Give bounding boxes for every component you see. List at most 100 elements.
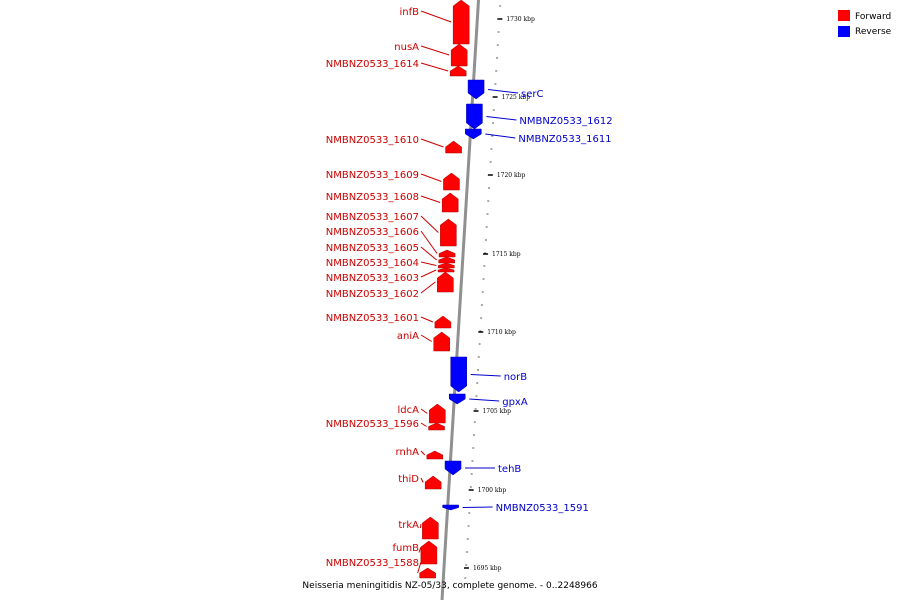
forward-gene-label[interactable]: NMBNZ0533_1606: [326, 227, 419, 238]
forward-gene-nmbnz0533-1602[interactable]: [437, 271, 454, 293]
forward-gene-label[interactable]: NMBNZ0533_1602: [326, 289, 419, 300]
forward-gene-label[interactable]: NMBNZ0533_1609: [326, 170, 419, 181]
reverse-gene-serc[interactable]: [467, 79, 485, 100]
reverse-gene-nmbnz0533-1591[interactable]: [442, 504, 459, 511]
forward-gene-rnha[interactable]: [426, 450, 444, 460]
forward-gene-thid[interactable]: [424, 475, 442, 490]
forward-gene-nmbnz0533-1607[interactable]: [440, 218, 457, 247]
reverse-gene-tehb[interactable]: [444, 460, 462, 476]
reverse-gene-label[interactable]: NMBNZ0533_1612: [519, 116, 612, 127]
forward-gene-label[interactable]: NMBNZ0533_1596: [326, 419, 419, 430]
scale-tick-label: 1695 kbp: [473, 565, 502, 572]
forward-gene-fumb[interactable]: [420, 540, 438, 565]
forward-gene-nmbnz0533-1588[interactable]: [419, 567, 436, 579]
reverse-gene-label[interactable]: norB: [504, 372, 528, 383]
scale-tick-label: 1705 kbp: [482, 408, 511, 415]
genome-axis: [440, 0, 480, 600]
scale-ticks: 1730 kbp 1725 kbp 1720 kbp 1715 kbp 1710 kbp…: [463, 16, 535, 572]
forward-gene-label[interactable]: ldcA: [398, 405, 420, 416]
forward-leader-line: [420, 10, 452, 23]
forward-gene-label[interactable]: NMBNZ0533_1601: [326, 313, 419, 324]
forward-gene-label[interactable]: thiD: [398, 474, 419, 485]
forward-gene-ldca[interactable]: [429, 403, 446, 424]
forward-gene-ania[interactable]: [433, 331, 450, 352]
forward-leader-line: [419, 523, 422, 529]
forward-gene-nmbnz0533-1596[interactable]: [428, 422, 445, 431]
forward-gene-label[interactable]: NMBNZ0533_1607: [326, 212, 419, 223]
reverse-leader-line: [486, 116, 517, 121]
forward-gene-nusa[interactable]: [450, 43, 468, 67]
forward-gene-nmbnz0533-1605[interactable]: [438, 256, 455, 264]
forward-leader-line: [420, 45, 450, 56]
scale-tick-label: 1725 kbp: [502, 94, 531, 101]
forward-leader-line: [420, 230, 438, 254]
forward-leader-line: [420, 281, 436, 294]
legend: Forward Reverse: [838, 10, 892, 37]
forward-gene-nmbnz0533-1603[interactable]: [437, 267, 455, 273]
legend-reverse-swatch: [838, 26, 850, 37]
forward-leader-line: [420, 334, 432, 342]
forward-leader-line: [420, 269, 437, 278]
forward-gene-label[interactable]: NMBNZ0533_1605: [326, 243, 419, 254]
reverse-leader-line: [462, 506, 493, 508]
forward-gene-infb[interactable]: [452, 0, 470, 45]
forward-gene-label[interactable]: NMBNZ0533_1614: [326, 59, 419, 70]
forward-leader-line: [420, 450, 426, 456]
forward-gene-label[interactable]: NMBNZ0533_1603: [326, 273, 419, 284]
reverse-gene-label[interactable]: NMBNZ0533_1591: [496, 503, 589, 514]
forward-gene-label[interactable]: rnhA: [396, 447, 420, 458]
reverse-gene-nmbnz0533-1612[interactable]: [466, 103, 483, 130]
scale-tick-label: 1720 kbp: [497, 172, 526, 179]
forward-gene-trka[interactable]: [422, 516, 439, 540]
gene-features: [419, 0, 485, 579]
minor-ticks: [464, 5, 502, 579]
reverse-gene-gpxa[interactable]: [448, 393, 466, 405]
forward-gene-label[interactable]: NMBNZ0533_1588: [326, 558, 419, 569]
reverse-gene-label[interactable]: NMBNZ0533_1611: [518, 134, 611, 145]
scale-tick-label: 1710 kbp: [487, 329, 516, 336]
forward-leader-line: [420, 62, 449, 72]
reverse-gene-label[interactable]: serC: [521, 89, 543, 100]
forward-gene-label[interactable]: fumB: [393, 543, 420, 554]
forward-leader-line: [420, 316, 434, 323]
reverse-leader-line: [487, 89, 519, 94]
reverse-leader-line: [485, 133, 516, 139]
forward-gene-nmbnz0533-1604[interactable]: [438, 262, 455, 269]
forward-gene-nmbnz0533-1606[interactable]: [438, 249, 456, 258]
forward-gene-nmbnz0533-1608[interactable]: [441, 192, 459, 213]
forward-gene-label[interactable]: NMBNZ0533_1610: [326, 135, 419, 146]
map-caption: Neisseria meningitidis NZ-05/33, complet…: [302, 581, 597, 591]
scale-tick-label: 1700 kbp: [478, 487, 507, 494]
forward-gene-nmbnz0533-1601[interactable]: [434, 315, 452, 329]
scale-tick-label: 1730 kbp: [506, 16, 535, 23]
reverse-gene-norb[interactable]: [450, 356, 467, 393]
forward-gene-nmbnz0533-1609[interactable]: [443, 172, 460, 191]
reverse-gene-label[interactable]: gpxA: [502, 397, 528, 408]
legend-reverse-label: Reverse: [855, 27, 892, 37]
forward-gene-label[interactable]: trkA: [398, 520, 419, 531]
legend-forward-swatch: [838, 10, 850, 21]
forward-leader-line: [420, 173, 442, 182]
legend-forward-label: Forward: [855, 12, 891, 22]
forward-leader-line: [420, 477, 424, 483]
forward-gene-label[interactable]: nusA: [394, 42, 419, 53]
gene-labels: infB nusA NMBNZ0533_1614 NMBNZ0533_1610 NMBN…: [326, 7, 613, 574]
forward-gene-label[interactable]: NMBNZ0533_1608: [326, 192, 419, 203]
forward-gene-nmbnz0533-1614[interactable]: [449, 65, 467, 77]
forward-gene-label[interactable]: aniA: [397, 331, 419, 342]
forward-leader-line: [417, 561, 422, 574]
reverse-gene-label[interactable]: tehB: [498, 464, 521, 475]
reverse-leader-line: [470, 374, 501, 377]
reverse-gene-nmbnz0533-1611[interactable]: [465, 128, 482, 140]
forward-gene-nmbnz0533-1610[interactable]: [445, 140, 462, 154]
forward-gene-label[interactable]: NMBNZ0533_1604: [326, 258, 419, 269]
reverse-leader-line: [469, 398, 500, 402]
forward-leader-line: [420, 138, 444, 148]
forward-leader-line: [420, 195, 441, 203]
forward-leader-line: [420, 422, 427, 427]
forward-leader-line: [420, 246, 438, 261]
forward-leader-line: [418, 546, 422, 553]
forward-leader-line: [420, 215, 439, 233]
forward-gene-label[interactable]: infB: [400, 7, 420, 18]
